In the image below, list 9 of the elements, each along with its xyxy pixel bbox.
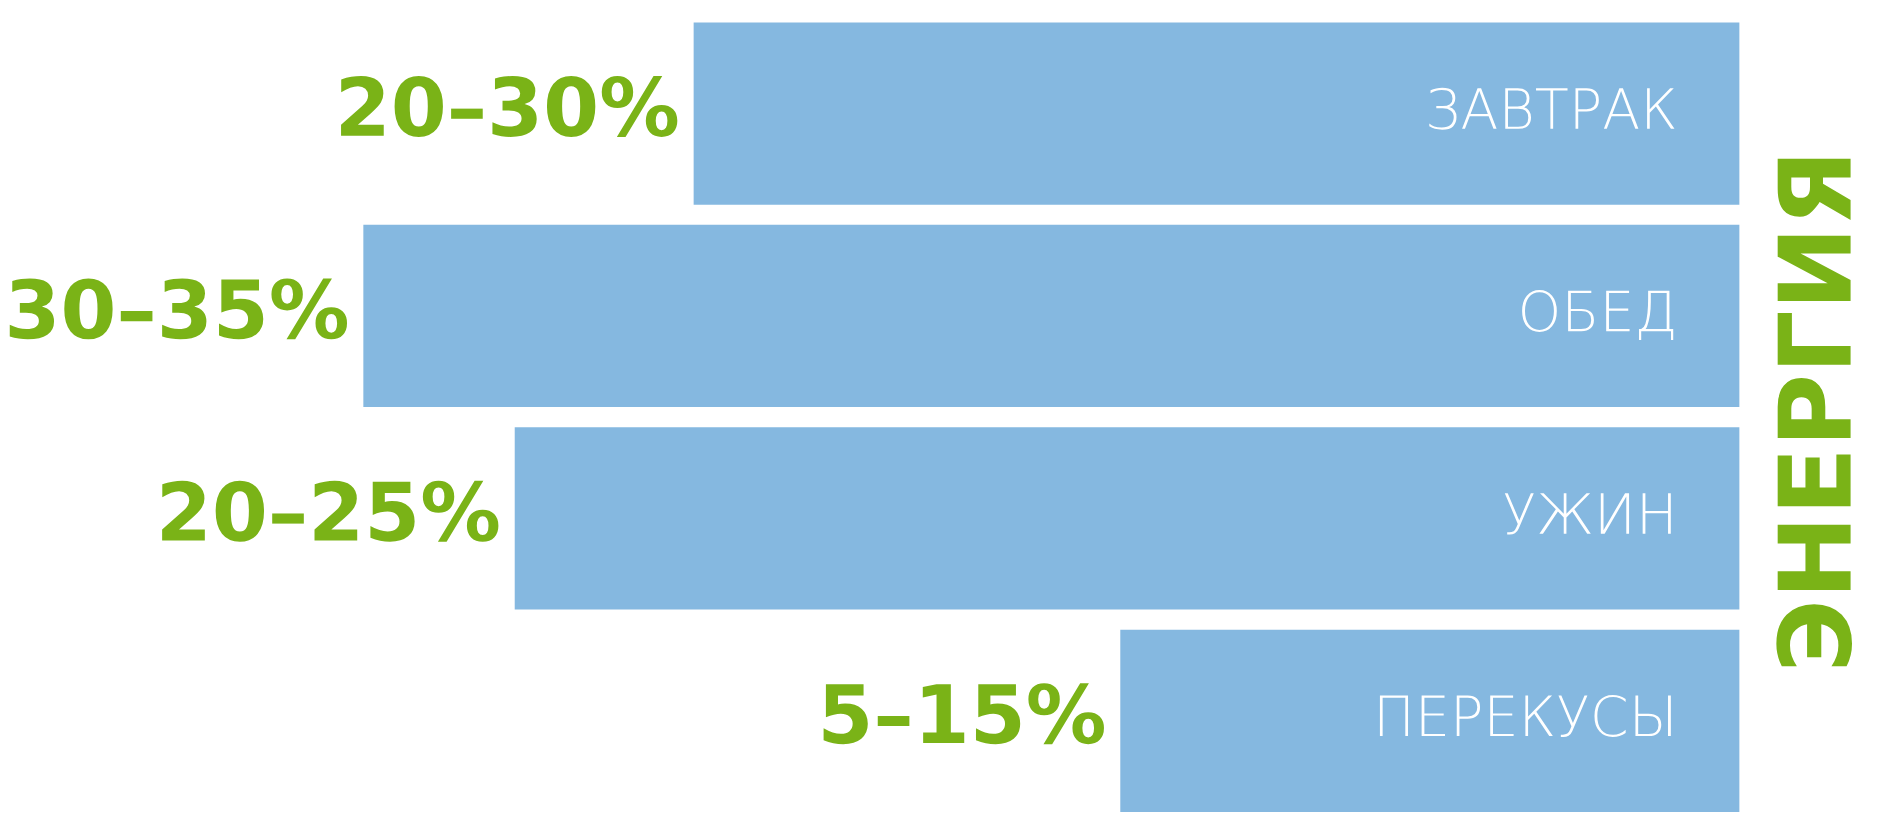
y-tick-label: ПЕРЕКУСЫ xyxy=(1379,694,1671,737)
text: 30–35% xyxy=(9,278,348,340)
text: ЭНЕРГИЯ xyxy=(1776,158,1853,667)
annotation: 20–30% xyxy=(341,75,678,137)
y-tick-label: УЖИН xyxy=(1504,493,1671,535)
y-tick-label: ЗАВТРАК xyxy=(1429,87,1675,130)
y-tick-label: ОБЕД xyxy=(1522,290,1674,340)
annotation: 5–15% xyxy=(823,683,1104,745)
annotation: 20–25% xyxy=(162,480,499,542)
